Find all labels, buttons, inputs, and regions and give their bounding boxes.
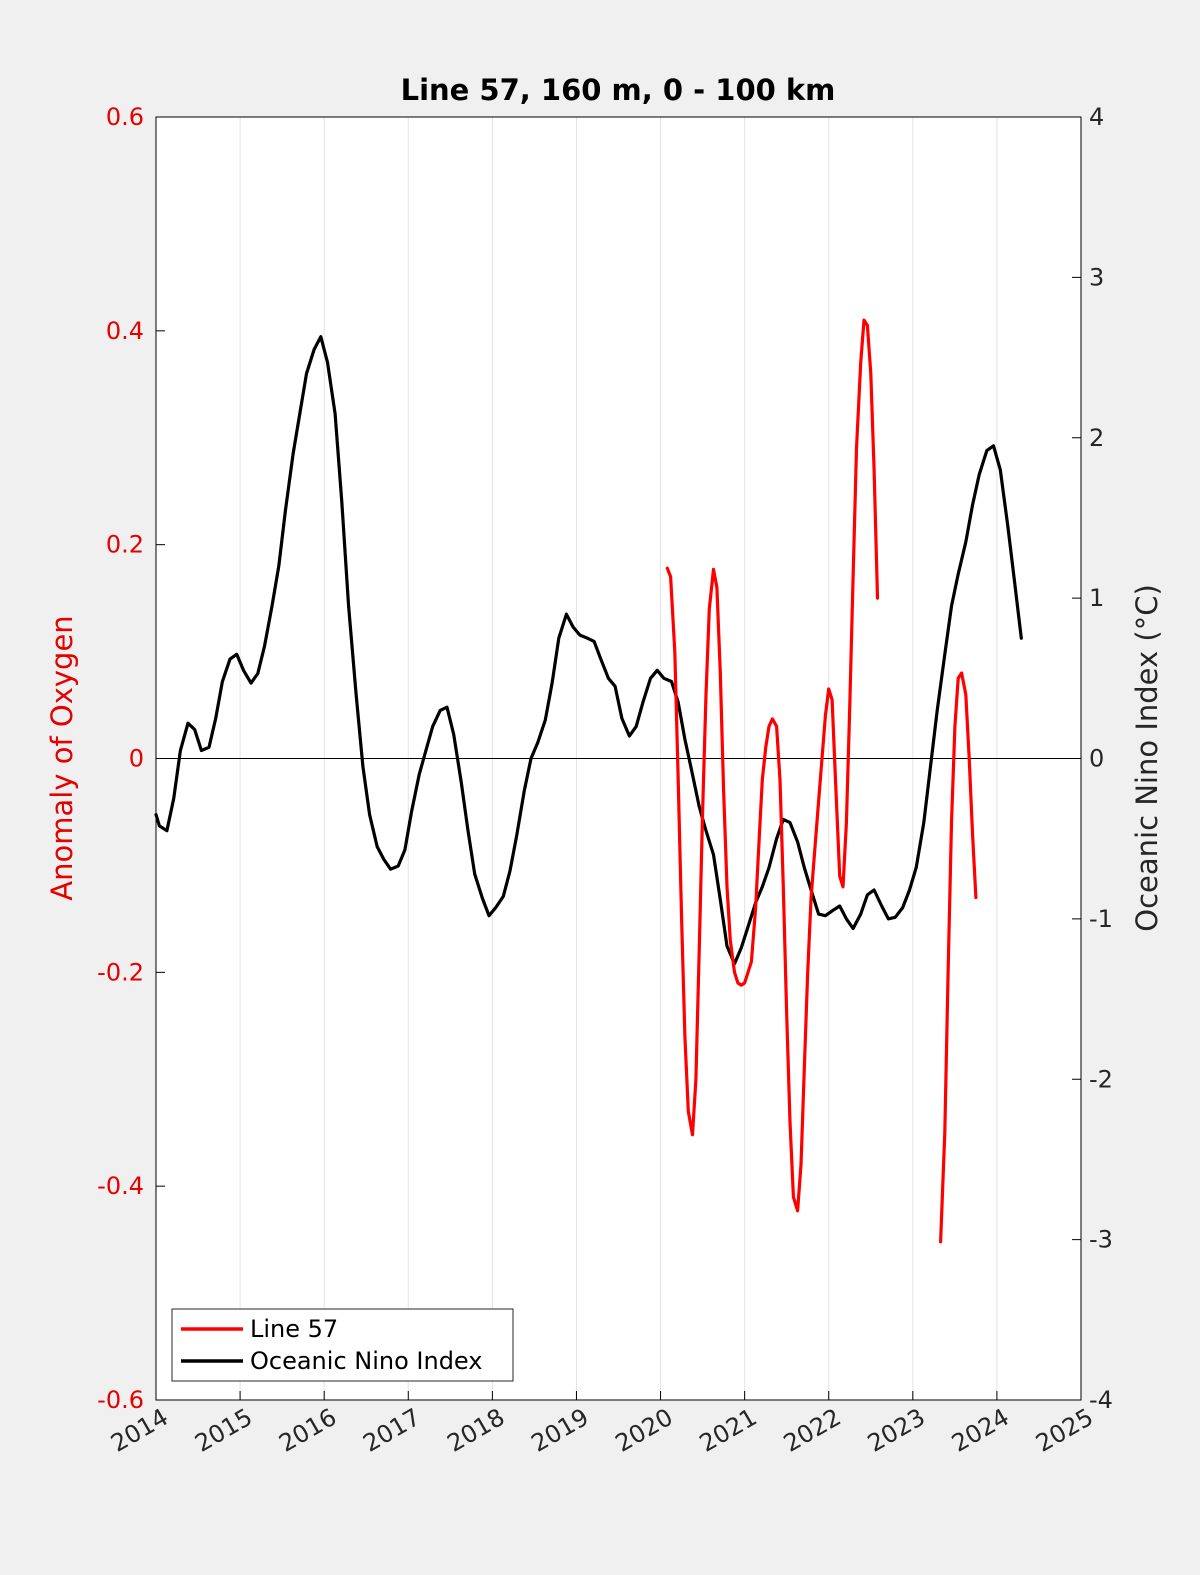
series-line-line57-segment-2 xyxy=(938,671,978,1244)
y-right-tick-label: 4 xyxy=(1089,103,1104,131)
y-right-tick-label: 0 xyxy=(1089,745,1104,773)
y-left-tick-label: 0.4 xyxy=(106,317,144,345)
y-left-tick-label: -0.6 xyxy=(97,1386,144,1414)
y-left-tick-label: -0.2 xyxy=(97,958,144,986)
legend-label-line57: Line 57 xyxy=(250,1315,338,1343)
y-axis-left-ticks: 0.6 0.4 0.2 0 -0.2 -0.4 -0.6 xyxy=(97,103,165,1414)
y-left-tick-label: 0.6 xyxy=(106,103,144,131)
y-right-tick-label: 3 xyxy=(1089,263,1104,291)
y-left-tick-label: 0 xyxy=(129,745,144,773)
y-right-tick-label: -3 xyxy=(1089,1226,1113,1254)
y-left-tick-label: -0.4 xyxy=(97,1172,144,1200)
chart-title: Line 57, 160 m, 0 - 100 km xyxy=(401,73,836,107)
series-lines xyxy=(154,318,1023,1244)
y-left-tick-label: 0.2 xyxy=(106,531,144,559)
y-axis-left-label: Anomaly of Oxygen xyxy=(45,615,79,900)
y-right-tick-label: -2 xyxy=(1089,1065,1113,1093)
y-axis-right-ticks: 4 3 2 1 0 -1 -2 -3 -4 xyxy=(1072,103,1113,1414)
y-right-tick-label: -1 xyxy=(1089,905,1113,933)
legend-box xyxy=(171,1308,514,1382)
y-right-tick-label: 1 xyxy=(1089,584,1104,612)
y-right-tick-label: -4 xyxy=(1089,1386,1113,1414)
legend: Line 57 Oceanic Nino Index xyxy=(171,1308,514,1382)
y-axis-right-label: Oceanic Nino Index (°C) xyxy=(1130,584,1164,932)
y-right-tick-label: 2 xyxy=(1089,424,1104,452)
legend-label-oni: Oceanic Nino Index xyxy=(250,1347,482,1375)
series-line-line57-segment-1 xyxy=(665,318,880,1213)
series-line-oceanic-nino-index xyxy=(154,335,1023,966)
